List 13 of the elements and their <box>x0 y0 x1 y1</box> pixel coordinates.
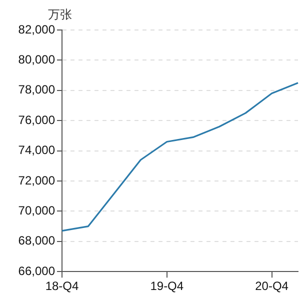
y-tick-label: 68,000 <box>18 234 56 248</box>
y-tick-label: 74,000 <box>18 143 56 158</box>
x-tick-label: 18-Q4 <box>45 279 79 294</box>
y-axis-title: 万张 <box>48 7 72 22</box>
y-tick-label: 78,000 <box>18 82 56 97</box>
y-tick-label: 72,000 <box>18 173 56 188</box>
x-tick-label: 20-Q4 <box>255 279 289 294</box>
x-tick-label: 19-Q4 <box>150 279 184 294</box>
y-tick-label: 80,000 <box>18 52 56 67</box>
y-tick-label: 76,000 <box>18 112 56 127</box>
y-tick-label: 70,000 <box>18 204 56 218</box>
y-tick-label: 66,000 <box>18 264 56 278</box>
y-tick-label: 82,000 <box>18 22 56 36</box>
